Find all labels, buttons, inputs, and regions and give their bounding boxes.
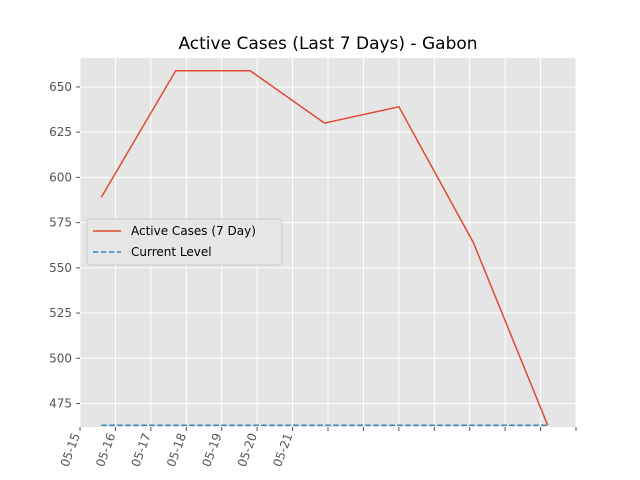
- y-tick-label: 500: [49, 351, 72, 365]
- y-axis: 475 500 525 550 575 600 625 650: [49, 80, 80, 410]
- y-tick-label: 625: [49, 125, 72, 139]
- y-tick-label: 475: [49, 396, 72, 410]
- x-tick-label: 05-19: [199, 431, 224, 469]
- series-layer: [100, 69, 549, 426]
- y-tick-label: 600: [49, 170, 72, 184]
- x-axis: 05-15 05-16 05-17 05-18 05-19 05-20 05-21: [58, 427, 577, 469]
- series-line-1: [100, 69, 549, 426]
- x-tick-label: 05-18: [164, 431, 189, 469]
- y-tick-label: 650: [49, 80, 72, 94]
- x-tick-label: 05-15: [58, 431, 83, 469]
- x-tick-label: 05-21: [270, 431, 295, 469]
- y-tick-label: 550: [49, 261, 72, 275]
- x-tick-label: 05-16: [93, 431, 118, 469]
- y-tick-label: 525: [49, 306, 72, 320]
- y-tick-label: 575: [49, 216, 72, 230]
- legend-label: Active Cases (7 Day): [131, 224, 256, 238]
- legend-label: Current Level: [131, 245, 212, 259]
- x-tick-label: 05-20: [235, 431, 260, 469]
- legend-frame: [86, 218, 283, 266]
- chart-title: Active Cases (Last 7 Days) - Gabon: [178, 34, 477, 54]
- x-tick-label: 05-17: [129, 431, 154, 469]
- legend: Active Cases (7 Day) Current Level: [86, 218, 283, 266]
